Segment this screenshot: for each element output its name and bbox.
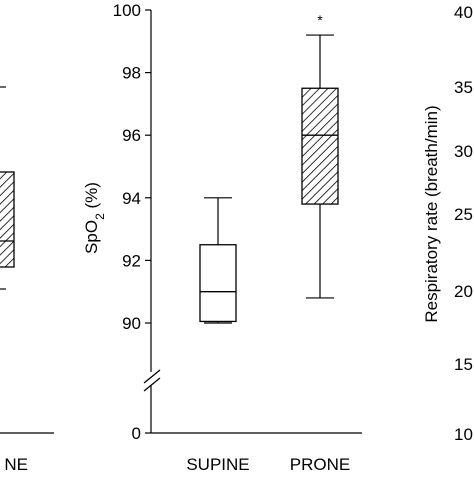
axis-break-mark (143, 377, 161, 392)
box-prone (301, 87, 339, 205)
box-supine (199, 244, 237, 323)
y-tick-label: 96 (122, 126, 141, 145)
right-y-tick-label: 25 (454, 205, 473, 224)
left-x-category-label: NE (4, 455, 28, 474)
right-panel: Respiratory rate (breath/min) 40 35 30 25 20 1… (422, 3, 473, 444)
y-axis-label-subscript: 2 (93, 213, 107, 220)
right-y-axis-label: Respiratory rate (breath/min) (422, 105, 441, 322)
axis-break-mark (143, 369, 161, 384)
left-box-prone (0, 171, 15, 268)
right-y-tick-label: 15 (454, 355, 473, 374)
center-panel: 90 92 94 96 98 100 0 SpO2 (%) SUPINE * PRONE (82, 1, 362, 474)
right-y-tick-label: 40 (454, 3, 473, 22)
right-y-tick-label: 10 (454, 425, 473, 444)
y-axis-label-main: SpO (82, 220, 101, 254)
significance-marker: * (317, 12, 323, 28)
y-tick-label: 90 (122, 314, 141, 333)
y-tick-label: 92 (122, 251, 141, 270)
right-y-tick-label: 30 (454, 142, 473, 161)
y-tick-label: 0 (132, 424, 141, 443)
x-category-label: SUPINE (186, 455, 249, 474)
y-tick-label: 94 (122, 189, 141, 208)
right-y-tick-label: 35 (454, 78, 473, 97)
y-tick-label: 100 (113, 1, 141, 20)
x-category-label: PRONE (290, 455, 350, 474)
y-axis-label: SpO2 (%) (82, 182, 107, 254)
y-axis-label-unit: (%) (82, 182, 101, 213)
right-y-tick-label: 20 (454, 282, 473, 301)
left-panel: NE (0, 86, 54, 474)
y-tick-label: 98 (122, 64, 141, 83)
